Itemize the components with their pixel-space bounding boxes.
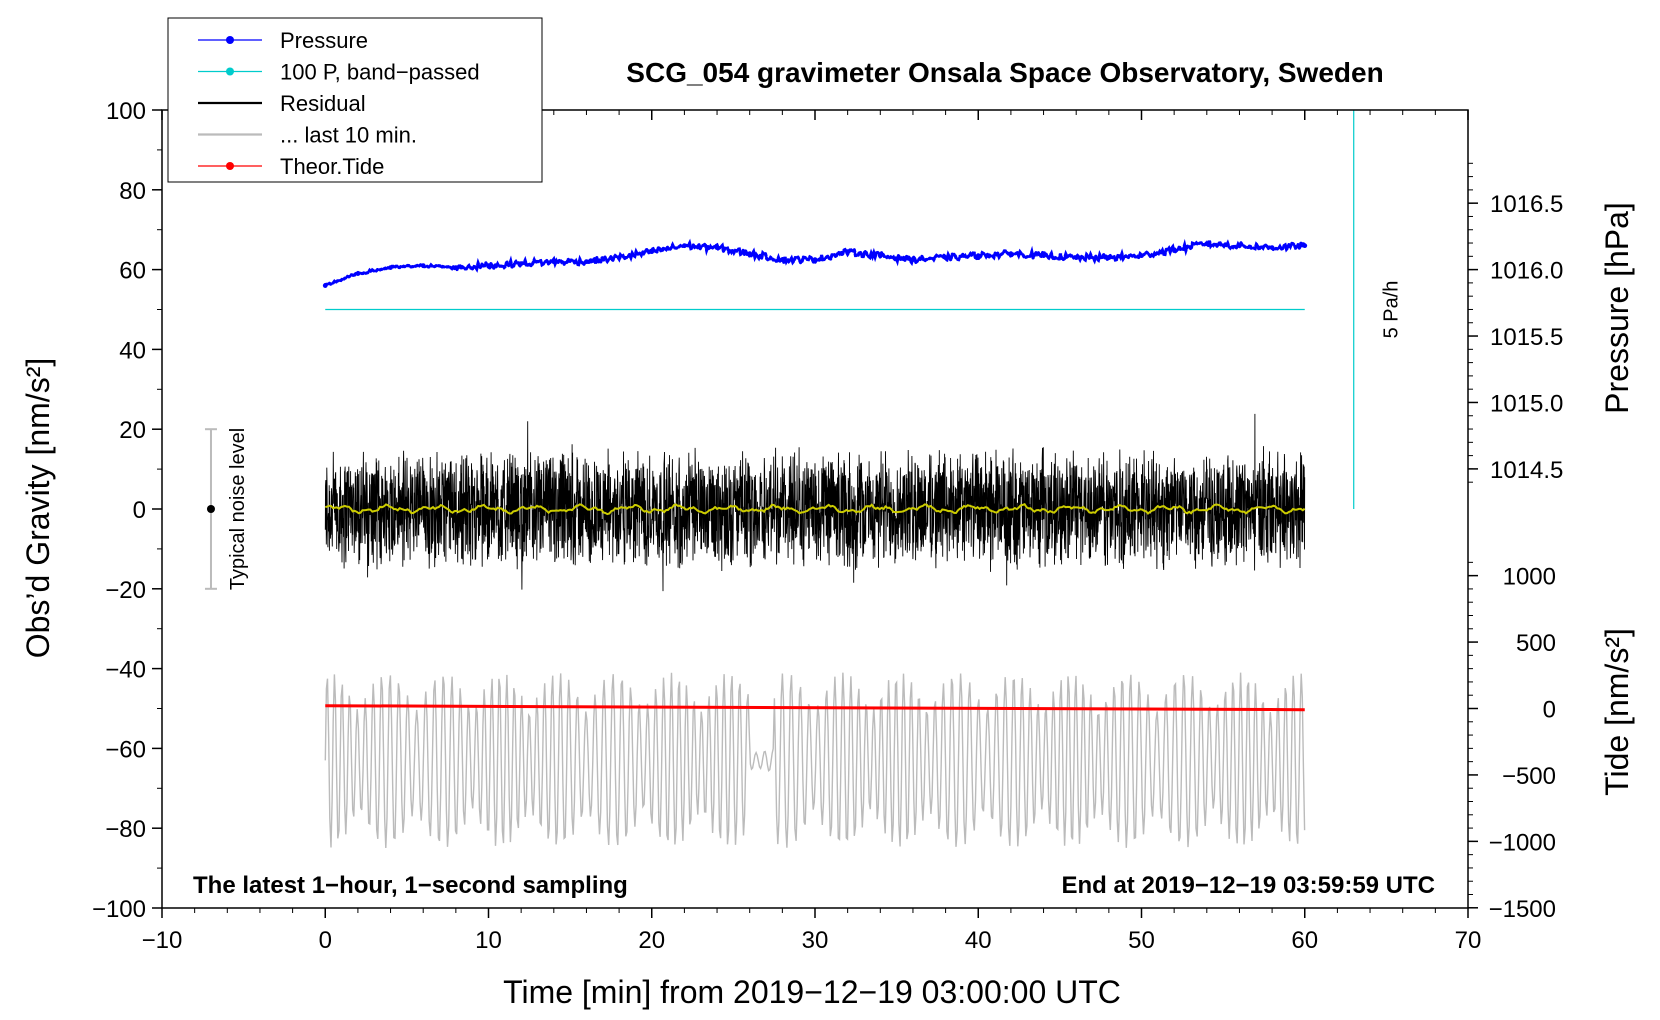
y-tick-label: 40 bbox=[119, 337, 146, 364]
pressure-tick-label: 1014.5 bbox=[1490, 457, 1563, 484]
pressure-point bbox=[1008, 251, 1014, 257]
x-tick-label: 20 bbox=[638, 927, 665, 954]
legend-swatch-marker bbox=[226, 36, 234, 44]
pressure-point bbox=[486, 263, 491, 269]
y-tick-label: −100 bbox=[92, 896, 146, 923]
legend-label: Theor.Tide bbox=[280, 154, 384, 179]
tide-axis-title: Tide [nm/s²] bbox=[1599, 628, 1635, 796]
pressure-point bbox=[1106, 255, 1112, 261]
series-layer: 5 Pa/h Typical noise level bbox=[204, 110, 1403, 849]
x-tick-label: 40 bbox=[965, 927, 992, 954]
y-tick-label: −60 bbox=[105, 736, 146, 763]
axis-layer: −10 0 10 20 30 40 50 60 70100806040200−20−40−60−… bbox=[92, 98, 1563, 954]
pressure-point bbox=[779, 257, 785, 263]
pressure-point bbox=[812, 257, 818, 263]
pressure-point bbox=[943, 255, 948, 261]
rate-bar-label: 5 Pa/h bbox=[1381, 281, 1403, 339]
residual-smoothed-line bbox=[325, 502, 1306, 516]
pressure-point bbox=[355, 271, 361, 276]
y-tick-label: 60 bbox=[119, 258, 146, 285]
tide-tick-label: −1000 bbox=[1489, 829, 1556, 856]
x-axis-title: Time [min] from 2019−12−19 03:00:00 UTC bbox=[503, 974, 1121, 1010]
residual-line bbox=[324, 413, 1306, 592]
pressure-point bbox=[420, 263, 426, 269]
pressure-tick-label: 1016.5 bbox=[1490, 191, 1563, 218]
x-tick-label: −10 bbox=[142, 927, 183, 954]
legend-label: 100 P, band−passed bbox=[280, 60, 480, 85]
y-tick-label: 0 bbox=[133, 497, 146, 524]
pressure-point bbox=[551, 259, 557, 265]
x-tick-label: 10 bbox=[475, 927, 502, 954]
pressure-point bbox=[1041, 253, 1046, 259]
x-tick-label: 60 bbox=[1291, 927, 1318, 954]
legend-label: ... last 10 min. bbox=[280, 123, 417, 148]
tide-tick-label: −500 bbox=[1502, 763, 1556, 790]
y-tick-label: 20 bbox=[119, 417, 146, 444]
x-tick-label: 0 bbox=[319, 927, 332, 954]
last-10-min-line bbox=[324, 672, 1306, 849]
pressure-tick-label: 1015.5 bbox=[1490, 324, 1563, 351]
legend-swatch-marker bbox=[226, 67, 234, 76]
tide-tick-label: 0 bbox=[1543, 697, 1556, 724]
y-tick-label: −80 bbox=[105, 816, 146, 843]
tide-tick-label: 1000 bbox=[1503, 564, 1556, 591]
sampling-note: The latest 1−hour, 1−second sampling bbox=[193, 872, 628, 899]
pressure-tick-label: 1015.0 bbox=[1490, 390, 1563, 417]
pressure-tick-label: 1016.0 bbox=[1490, 258, 1563, 285]
pressure-point bbox=[616, 255, 622, 261]
pressure-point bbox=[1073, 255, 1079, 261]
legend-label: Pressure bbox=[280, 28, 368, 53]
y-tick-label: 80 bbox=[119, 178, 146, 205]
pressure-point bbox=[518, 261, 524, 267]
pressure-point bbox=[747, 251, 753, 257]
legend-box bbox=[167, 17, 543, 183]
pressure-point bbox=[1302, 243, 1308, 249]
pressure-point bbox=[714, 245, 720, 251]
pressure-point bbox=[1269, 245, 1275, 251]
theoretical-tide-line bbox=[325, 704, 1305, 712]
pressure-axis-title: Pressure [hPa] bbox=[1599, 202, 1635, 414]
pressure-point bbox=[1171, 247, 1177, 253]
pressure-point bbox=[1139, 253, 1144, 259]
pressure-point bbox=[453, 265, 459, 271]
x-tick-label: 70 bbox=[1455, 927, 1482, 954]
legend-swatch-marker bbox=[226, 162, 234, 170]
pressure-point bbox=[975, 253, 981, 259]
pressure-point bbox=[388, 265, 393, 271]
pressure-point bbox=[1237, 243, 1242, 249]
y-tick-label: −40 bbox=[105, 657, 146, 684]
y-tick-label: 100 bbox=[106, 98, 146, 125]
y-axis-title: Obs’d Gravity [nm/s²] bbox=[20, 358, 56, 659]
end-time-note: End at 2019−12−19 03:59:59 UTC bbox=[1061, 872, 1435, 899]
pressure-point bbox=[877, 253, 883, 259]
tide-tick-label: 500 bbox=[1516, 630, 1556, 657]
y-tick-label: −20 bbox=[105, 577, 146, 604]
noise-bar-center-dot bbox=[206, 505, 215, 513]
x-tick-label: 30 bbox=[802, 927, 829, 954]
pressure-point bbox=[322, 283, 328, 288]
pressure-point bbox=[649, 249, 655, 255]
pressure-point bbox=[910, 257, 916, 263]
chart-title: SCG_054 gravimeter Onsala Space Observat… bbox=[626, 57, 1383, 88]
noise-bar-label: Typical noise level bbox=[227, 428, 249, 590]
x-tick-label: 50 bbox=[1128, 927, 1155, 954]
pressure-point bbox=[682, 243, 687, 249]
legend-label: Residual bbox=[280, 91, 366, 116]
pressure-point bbox=[1204, 241, 1210, 247]
legend: Pressure 100 P, band−passed Residual ... la… bbox=[167, 17, 543, 183]
pressure-point bbox=[845, 249, 851, 255]
pressure-point bbox=[584, 259, 589, 265]
tide-tick-label: −1500 bbox=[1489, 896, 1556, 923]
